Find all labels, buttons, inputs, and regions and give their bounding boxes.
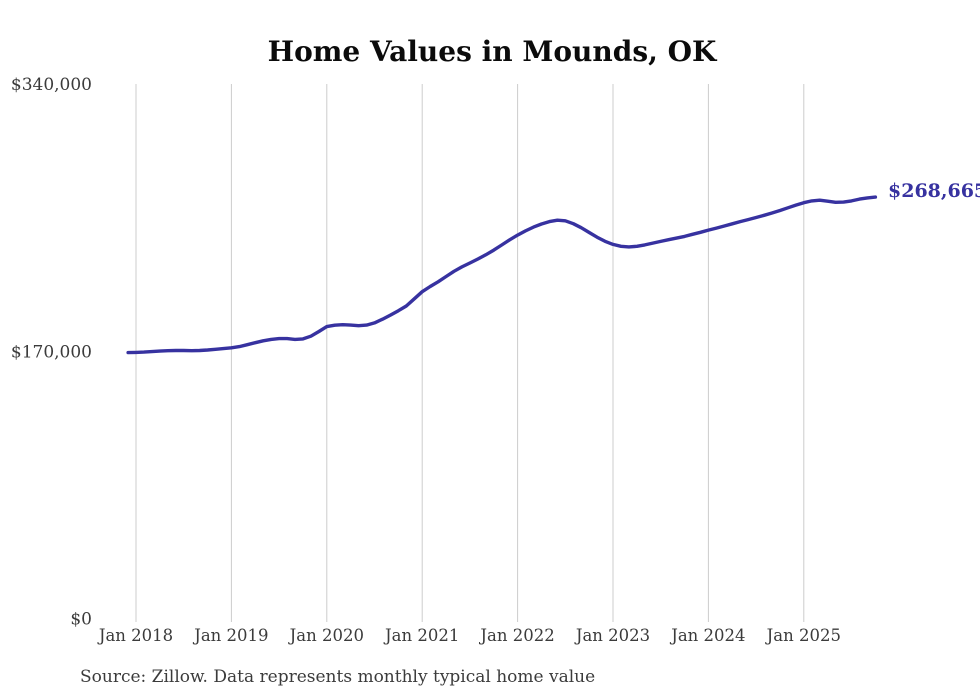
x-tick-label: Jan 2025 xyxy=(765,626,841,645)
y-tick-label: $0 xyxy=(70,610,92,630)
y-tick-label: $340,000 xyxy=(11,75,92,95)
x-axis-labels: Jan 2018 Jan 2019 Jan 2020 Jan 2021 Jan 2022… xyxy=(97,626,841,645)
home-value-line xyxy=(126,195,878,355)
x-tick-label: Jan 2022 xyxy=(478,626,554,645)
y-tick-label: $170,000 xyxy=(11,342,92,362)
x-tick-label: Jan 2024 xyxy=(669,626,745,645)
x-tick-label: Jan 2023 xyxy=(574,626,650,645)
y-axis-labels: $0 $170,000 $340,000 xyxy=(11,75,92,630)
chart-title: Home Values in Mounds, OK xyxy=(268,35,718,68)
x-tick-label: Jan 2019 xyxy=(192,626,268,645)
x-tick-label: Jan 2021 xyxy=(383,626,459,645)
x-tick-label: Jan 2018 xyxy=(97,626,173,645)
source-note: Source: Zillow. Data represents monthly … xyxy=(80,667,595,687)
vertical-gridlines xyxy=(135,84,805,622)
end-value-label: $268,665 xyxy=(888,180,980,202)
x-tick-label: Jan 2020 xyxy=(288,626,364,645)
